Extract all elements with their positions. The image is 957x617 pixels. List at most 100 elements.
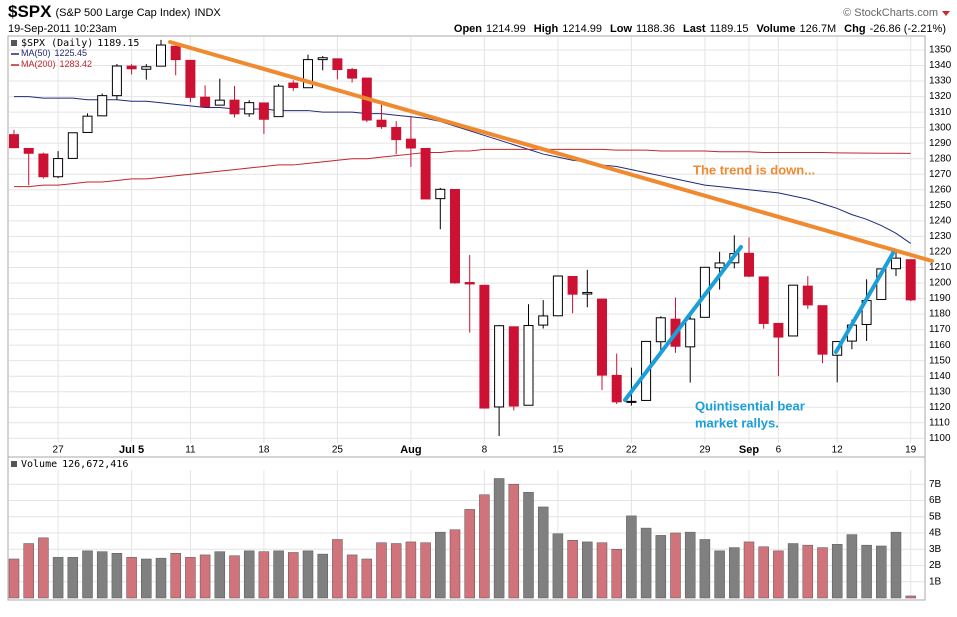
- candle-body: [170, 45, 181, 61]
- candle-body: [67, 132, 78, 159]
- y-tick-label: 7B: [929, 479, 942, 490]
- x-tick-label: 8: [482, 445, 488, 456]
- trend-line: [168, 40, 934, 263]
- x-tick-label: 12: [832, 445, 844, 456]
- volume-legend: Volume 126,672,416: [21, 459, 128, 470]
- y-tick-label: 1290: [929, 138, 952, 149]
- y-tick-label: 1200: [929, 278, 952, 289]
- y-tick-label: 1150: [929, 355, 951, 366]
- volume-bar: [449, 529, 461, 599]
- volume-bar: [861, 544, 872, 599]
- annotation: Quintisential bear: [695, 398, 805, 413]
- volume-bar: [346, 554, 358, 599]
- ma-line: [14, 96, 911, 244]
- volume-bar: [655, 535, 667, 599]
- volume-bar: [170, 553, 181, 599]
- candle-body: [288, 82, 299, 89]
- volume-bar: [214, 551, 226, 599]
- y-tick-label: 1170: [929, 324, 951, 335]
- candle-body: [376, 119, 387, 128]
- legend-swatch: [11, 40, 17, 46]
- y-tick-label: 1220: [929, 247, 952, 258]
- legend-name: Volume: [21, 459, 57, 470]
- volume-bar: [435, 531, 446, 599]
- candle-body: [567, 275, 578, 295]
- candle-body: [391, 126, 402, 141]
- quote-label: Volume: [757, 23, 796, 35]
- y-tick-label: 1320: [929, 91, 952, 102]
- candle-body: [788, 284, 799, 337]
- x-tick-label: 6: [776, 445, 782, 456]
- y-tick-label: 1330: [929, 76, 952, 87]
- volume-bar: [846, 534, 858, 599]
- price-panel: [7, 35, 926, 458]
- annotation: market rallys.: [695, 415, 779, 430]
- volume-bar: [773, 550, 784, 599]
- volume-bar: [8, 558, 20, 599]
- y-tick-label: 6B: [929, 495, 942, 506]
- quote-label: Chg: [844, 23, 865, 35]
- candle-body: [303, 59, 313, 89]
- y-tick-label: 1120: [929, 402, 951, 413]
- candle-body: [464, 282, 475, 285]
- candle-body: [626, 400, 637, 403]
- quote-bar: Open 1214.99 High 1214.99 Low 1188.36 Last 1189…: [454, 23, 946, 35]
- quote-label: Open: [454, 23, 482, 35]
- y-tick-label: 1160: [929, 340, 951, 351]
- y-tick-label: 1300: [929, 122, 952, 133]
- y-tick-label: 5B: [929, 511, 942, 522]
- quote-label: Last: [683, 23, 706, 35]
- quote-value: 126.7M: [799, 23, 836, 35]
- volume-bar: [38, 537, 49, 599]
- y-tick-label: 1130: [929, 386, 951, 397]
- volume-bar: [611, 548, 622, 599]
- candle-body: [273, 85, 284, 118]
- volume-bar: [361, 558, 373, 599]
- x-tick-label: 22: [626, 445, 638, 456]
- y-tick-label: 1250: [929, 200, 952, 211]
- x-tick-label: 25: [332, 445, 344, 456]
- volume-bar: [831, 544, 843, 599]
- quote-value: 1214.99: [562, 23, 602, 35]
- candle-body: [38, 153, 49, 178]
- plot: [8, 37, 924, 599]
- volume-bar: [229, 555, 240, 599]
- volume-bar: [185, 557, 196, 599]
- legend-name: MA(50): [21, 48, 51, 58]
- x-tick-label: 15: [552, 445, 564, 456]
- candle-body: [420, 147, 431, 200]
- volume-bar: [52, 557, 64, 599]
- y-tick-label: 1350: [929, 45, 952, 56]
- candle-body: [126, 65, 137, 70]
- legend-name: $SPX (Daily): [21, 38, 93, 49]
- y-tick-label: 1210: [929, 262, 952, 273]
- x-tick-label: Jul 5: [119, 444, 144, 456]
- volume-bar: [670, 532, 681, 599]
- volume-bar: [640, 527, 652, 599]
- volume-bar: [567, 540, 578, 599]
- candle-body: [508, 326, 519, 407]
- quote-value: 1214.99: [486, 23, 526, 35]
- volume-bar: [626, 515, 637, 599]
- candle-body: [332, 58, 343, 71]
- candle-body: [552, 275, 563, 317]
- y-tick-label: 1270: [929, 169, 952, 180]
- exchange: INDX: [194, 7, 221, 19]
- candle-body: [111, 65, 122, 97]
- volume-bar: [332, 539, 343, 599]
- y-tick-label: 1190: [929, 293, 951, 304]
- candle-body: [655, 317, 666, 343]
- candle-body: [317, 57, 328, 61]
- legend-entry: MA(200) 1283.42: [21, 59, 92, 69]
- y-tick-label: 1180: [929, 309, 951, 320]
- candle-body: [685, 318, 696, 348]
- quote-label: High: [534, 23, 559, 35]
- volume-bar: [876, 545, 887, 599]
- index-name: (S&P 500 Large Cap Index): [55, 7, 190, 19]
- y-tick-label: 1240: [929, 215, 952, 226]
- volume-bar: [273, 550, 284, 599]
- header-title: $SPX (S&P 500 Large Cap Index) INDX: [8, 2, 221, 21]
- volume-bar: [729, 547, 740, 599]
- volume-bar: [743, 541, 755, 599]
- quote-value: -26.86 (-2.21%): [870, 23, 946, 35]
